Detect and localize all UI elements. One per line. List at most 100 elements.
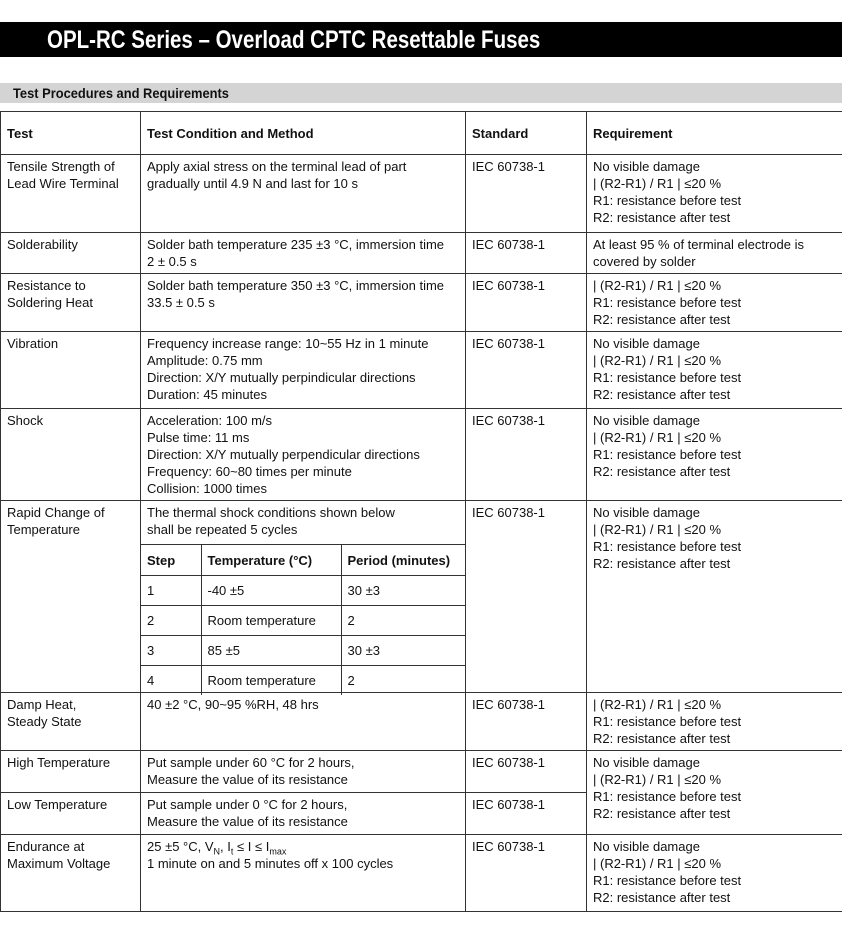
steps-cell: 2 bbox=[340, 665, 465, 695]
section-title: Test Procedures and Requirements bbox=[13, 85, 229, 101]
cell-line: R2: resistance after test bbox=[593, 731, 731, 746]
cell-line: Temperature bbox=[7, 522, 80, 537]
cell-line: Solder bath temperature 235 ±3 °C, immer… bbox=[147, 237, 445, 252]
cell-line: Lead Wire Terminal bbox=[7, 176, 119, 191]
cell-line: Resistance to bbox=[7, 278, 86, 293]
condition-line-1: 25 ±5 °C, VN, It ≤ I ≤ Imax bbox=[147, 838, 459, 857]
test-name-cell: Rapid Change of Temperature bbox=[0, 500, 141, 693]
cell-line: Measure the value of its resistance bbox=[147, 772, 348, 787]
table-row: Vibration Frequency increase range: 10~55… bbox=[0, 331, 842, 409]
cell-line: R2: resistance after test bbox=[593, 210, 731, 225]
requirement-cell: | (R2-R1) / R1 | ≤20 % R1: resistance bef… bbox=[586, 692, 842, 751]
cell-line: | (R2-R1) / R1 | ≤20 % bbox=[593, 697, 722, 712]
table-header-row: Test Test Condition and Method Standard … bbox=[0, 111, 842, 155]
cell-line: No visible damage bbox=[593, 505, 700, 520]
test-name-cell: Solderability bbox=[0, 232, 141, 274]
steps-row: 3 85 ±5 30 ±3 bbox=[141, 635, 465, 666]
cell-line: Tensile Strength of bbox=[7, 159, 115, 174]
header-requirement: Requirement bbox=[586, 111, 842, 155]
condition-fragment: , I bbox=[220, 839, 231, 854]
condition-fragment: 25 ±5 °C, V bbox=[147, 839, 214, 854]
cell-line: | (R2-R1) / R1 | ≤20 % bbox=[593, 430, 722, 445]
steps-cell: 3 bbox=[141, 635, 202, 666]
cell-line: No visible damage bbox=[593, 159, 700, 174]
table-row: Resistance to Soldering Heat Solder bath t… bbox=[0, 273, 842, 332]
cell-line: The thermal shock conditions shown below bbox=[147, 505, 395, 520]
steps-cell: Room temperature bbox=[200, 605, 342, 636]
standard-cell: IEC 60738-1 bbox=[465, 834, 587, 912]
cell-line: Collision: 1000 times bbox=[147, 481, 267, 496]
test-procedures-table: Test Test Condition and Method Standard … bbox=[0, 111, 842, 912]
steps-cell: 2 bbox=[141, 605, 202, 636]
cell-line: R2: resistance after test bbox=[593, 387, 731, 402]
cell-line: R2: resistance after test bbox=[593, 806, 731, 821]
test-name-cell: Vibration bbox=[0, 331, 141, 409]
header-standard: Standard bbox=[465, 111, 587, 155]
steps-cell: 85 ±5 bbox=[200, 635, 342, 666]
standard-cell: IEC 60738-1 bbox=[465, 750, 587, 793]
test-condition-cell: Solder bath temperature 235 ±3 °C, immer… bbox=[140, 232, 466, 274]
table-row: Solderability Solder bath temperature 235… bbox=[0, 232, 842, 274]
steps-cell: Room temperature bbox=[200, 665, 342, 695]
thermal-shock-steps-table: Step Temperature (°C) Period (minutes) 1 -40… bbox=[141, 544, 465, 695]
cell-line: R2: resistance after test bbox=[593, 556, 731, 571]
cell-line: Measure the value of its resistance bbox=[147, 814, 348, 829]
test-name-cell: Shock bbox=[0, 408, 141, 501]
test-condition-cell: Put sample under 60 °C for 2 hours, Measu… bbox=[140, 750, 466, 793]
condition-fragment: ≤ I ≤ I bbox=[233, 839, 270, 854]
cell-line: Soldering Heat bbox=[7, 295, 93, 310]
cell-line: Acceleration: 100 m/s bbox=[147, 413, 273, 428]
test-condition-cell: 40 ±2 °C, 90~95 %RH, 48 hrs bbox=[140, 692, 466, 751]
test-name-cell: Resistance to Soldering Heat bbox=[0, 273, 141, 332]
cell-line: Pulse time: 11 ms bbox=[147, 430, 250, 445]
cell-line: Maximum Voltage bbox=[7, 856, 111, 871]
cell-line: R1: resistance before test bbox=[593, 295, 742, 310]
cell-line: | (R2-R1) / R1 | ≤20 % bbox=[593, 278, 722, 293]
header-test: Test bbox=[0, 111, 141, 155]
cell-line: Vibration bbox=[7, 336, 59, 351]
cell-line: High Temperature bbox=[7, 755, 111, 770]
cell-line: Solderability bbox=[7, 237, 78, 252]
cell-line: covered by solder bbox=[593, 254, 696, 269]
test-condition-cell: Solder bath temperature 350 ±3 °C, immer… bbox=[140, 273, 466, 332]
standard-cell: IEC 60738-1 bbox=[465, 500, 587, 693]
test-name-cell: Damp Heat, Steady State bbox=[0, 692, 141, 751]
cell-line: Frequency: 60~80 times per minute bbox=[147, 464, 352, 479]
steps-cell: 1 bbox=[141, 575, 202, 606]
test-condition-cell: Apply axial stress on the terminal lead … bbox=[140, 154, 466, 233]
table-row: High Temperature Put sample under 60 °C f… bbox=[0, 750, 842, 835]
steps-row: 4 Room temperature 2 bbox=[141, 665, 465, 695]
cell-line: Put sample under 0 °C for 2 hours, bbox=[147, 797, 348, 812]
requirement-cell: No visible damage | (R2-R1) / R1 | ≤20 % R… bbox=[586, 834, 842, 912]
steps-row: 2 Room temperature 2 bbox=[141, 605, 465, 636]
cell-line: 40 ±2 °C, 90~95 %RH, 48 hrs bbox=[147, 697, 319, 712]
cell-line: R1: resistance before test bbox=[593, 873, 742, 888]
page-title: OPL-RC Series – Overload CPTC Resettable… bbox=[47, 26, 541, 54]
table-row: Tensile Strength of Lead Wire Terminal App… bbox=[0, 154, 842, 233]
cell-line: At least 95 % of terminal electrode is bbox=[593, 237, 804, 252]
requirement-cell: No visible damage | (R2-R1) / R1 | ≤20 % R… bbox=[586, 500, 842, 693]
test-condition-cell: Acceleration: 100 m/s Pulse time: 11 ms Di… bbox=[140, 408, 466, 501]
steps-header-cell: Step bbox=[141, 544, 202, 576]
steps-header-cell: Period (minutes) bbox=[340, 544, 465, 576]
condition-fragment: max bbox=[269, 846, 287, 857]
standard-cell: IEC 60738-1 bbox=[465, 692, 587, 751]
cell-line: | (R2-R1) / R1 | ≤20 % bbox=[593, 772, 722, 787]
cell-line: R2: resistance after test bbox=[593, 890, 731, 905]
table-row: Low Temperature Put sample under 0 °C for… bbox=[0, 792, 842, 835]
cell-line: Frequency increase range: 10~55 Hz in 1 … bbox=[147, 336, 429, 351]
table-row: Damp Heat, Steady State 40 ±2 °C, 90~95 %R… bbox=[0, 692, 842, 751]
cell-line: R1: resistance before test bbox=[593, 539, 742, 554]
cell-line: Direction: X/Y mutually perpindicular di… bbox=[147, 370, 416, 385]
standard-cell: IEC 60738-1 bbox=[465, 232, 587, 274]
condition-fragment: N bbox=[213, 846, 221, 857]
cell-line: No visible damage bbox=[593, 336, 700, 351]
cell-line: R1: resistance before test bbox=[593, 447, 742, 462]
test-condition-cell: Put sample under 0 °C for 2 hours, Measur… bbox=[140, 792, 466, 835]
cell-line: Steady State bbox=[7, 714, 82, 729]
requirement-cell: No visible damage | (R2-R1) / R1 | ≤20 % R… bbox=[586, 154, 842, 233]
cell-line: R1: resistance before test bbox=[593, 789, 742, 804]
steps-header-cell: Temperature (°C) bbox=[200, 544, 342, 576]
cell-line: Apply axial stress on the terminal lead … bbox=[147, 159, 407, 174]
cell-line: R1: resistance before test bbox=[593, 370, 742, 385]
